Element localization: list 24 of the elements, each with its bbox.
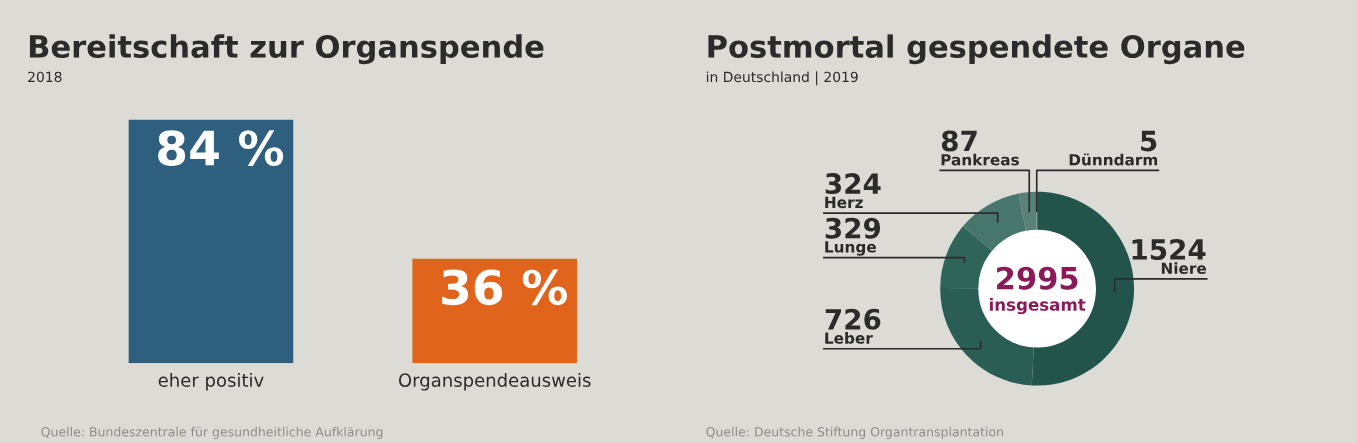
data-label: 5 [1141, 130, 1157, 152]
text: 2995 [997, 266, 1078, 290]
slice-label: Niere [1161, 262, 1207, 275]
slice-label: Dünndarm [1069, 153, 1158, 166]
text: insgesamt [989, 297, 1086, 315]
data-label: 1524 [1132, 238, 1206, 261]
data-label: 324 [825, 173, 881, 195]
slice-label: Leber [825, 332, 873, 344]
x-tick-label: Organspendeausweis [398, 373, 591, 391]
slice-label: Pankreas [941, 153, 1019, 166]
chart-subtitle: 2018 [28, 71, 62, 83]
slice-label: Lunge [825, 241, 876, 256]
chart-title: Postmortal gespendete Organe [708, 34, 1245, 65]
x-tick-label: eher positiv [158, 373, 264, 391]
chart-subtitle: in Deutschland | 2019 [706, 71, 858, 86]
data-label: 87 [941, 130, 977, 152]
data-label: 329 [825, 217, 881, 239]
slice-label: Herz [825, 196, 863, 209]
data-label: 36 % [442, 269, 567, 306]
data-label: 84 % [158, 130, 284, 166]
chart-title: Bereitschaft zur Organspende [29, 34, 544, 65]
source-note: Quelle: Bundeszentrale für gesundheitliche Aufklärung [41, 426, 383, 439]
source-note: Quelle: Deutsche Stiftung Organtransplantation [706, 426, 1004, 439]
data-label: 726 [825, 308, 881, 330]
